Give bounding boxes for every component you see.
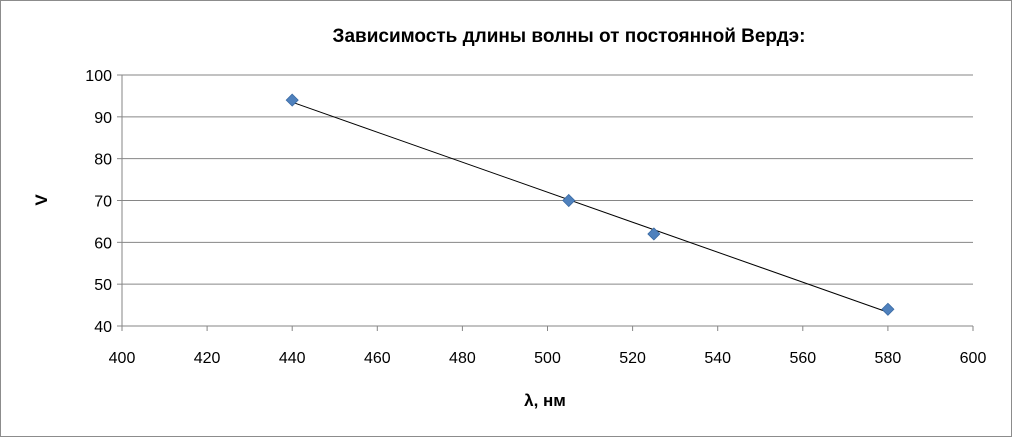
data-point-2 <box>647 227 661 241</box>
x-tick-label-600: 600 <box>960 350 987 367</box>
data-points <box>285 93 895 316</box>
data-point-1 <box>562 193 576 208</box>
x-tick-label-560: 560 <box>789 350 816 367</box>
x-tick-label-440: 440 <box>279 350 306 367</box>
y-tick-label-50: 50 <box>94 277 112 294</box>
x-tick-label-460: 460 <box>364 350 391 367</box>
x-tick-label-580: 580 <box>875 350 902 367</box>
x-tick-label-420: 420 <box>194 350 221 367</box>
y-tick-label-90: 90 <box>94 110 112 127</box>
trendline <box>292 101 889 313</box>
x-tick-label-400: 400 <box>109 350 136 367</box>
y-tick-label-70: 70 <box>94 194 112 211</box>
data-point-0 <box>285 93 299 107</box>
y-axis: 40 50 60 70 80 90 100 <box>85 68 122 336</box>
x-axis: 400 420 440 460 480 500 520 540 560 580 600 <box>109 326 987 367</box>
x-axis-label: λ, нм <box>524 391 566 410</box>
y-tick-label-40: 40 <box>94 319 112 336</box>
trendline-layer <box>292 101 889 313</box>
grid-lines <box>122 74 973 285</box>
y-tick-label-80: 80 <box>94 152 112 169</box>
x-tick-label-500: 500 <box>534 350 561 367</box>
x-tick-label-520: 520 <box>619 350 646 367</box>
y-tick-label-100: 100 <box>85 68 112 85</box>
y-tick-label-60: 60 <box>94 235 112 252</box>
y-axis-label: V <box>32 194 51 206</box>
x-tick-label-480: 480 <box>449 350 476 367</box>
x-tick-label-540: 540 <box>704 350 731 367</box>
chart-title: Зависимость длины волны от постоянной Ве… <box>333 26 806 47</box>
data-point-3 <box>881 302 895 316</box>
